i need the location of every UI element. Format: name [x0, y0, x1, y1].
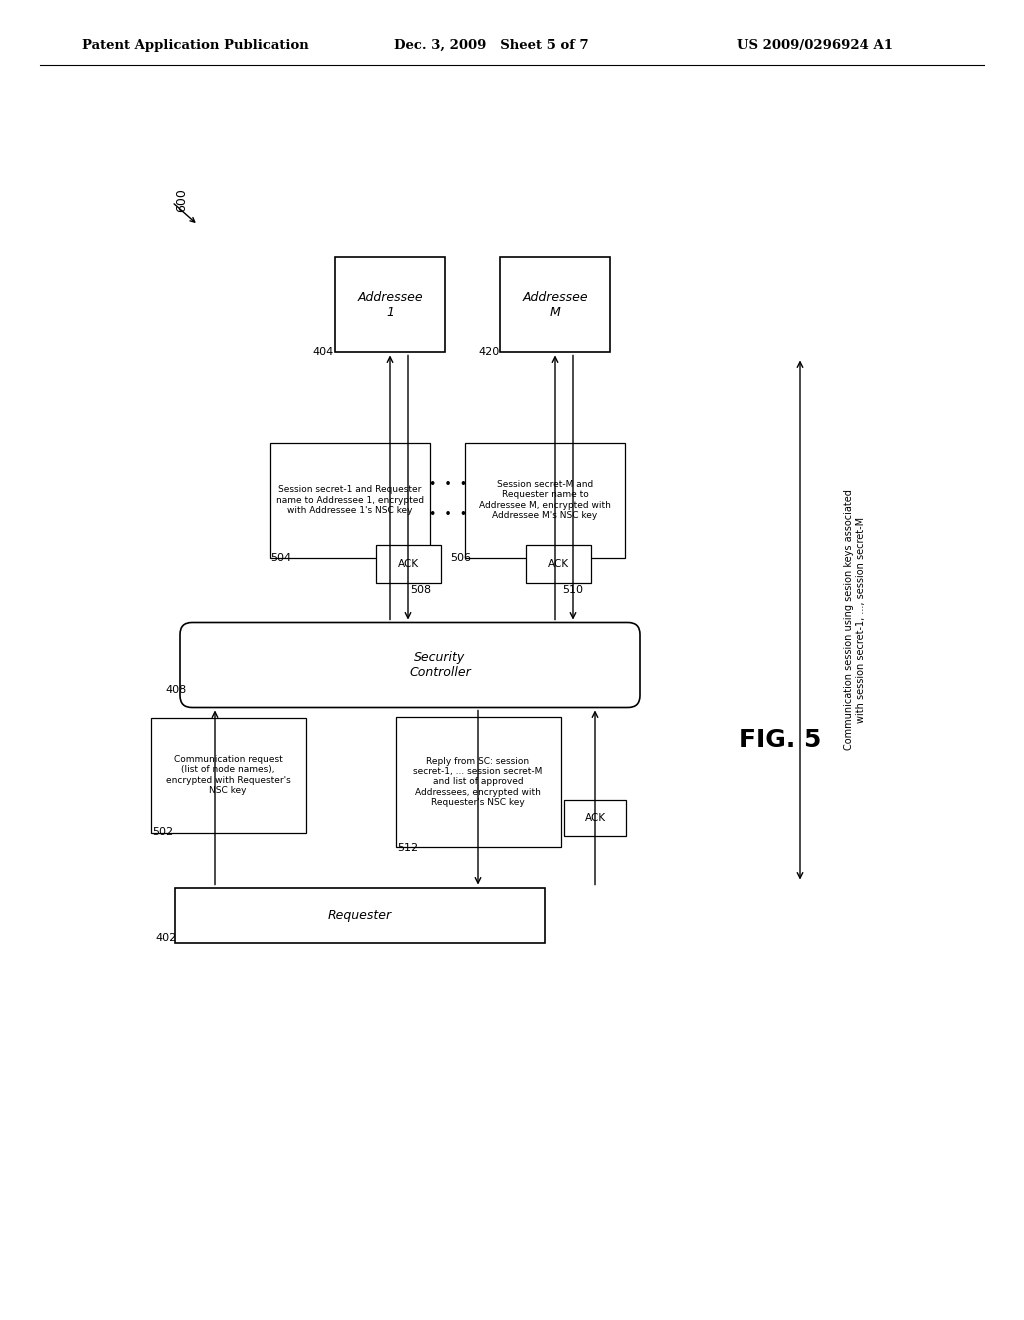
Text: Requester: Requester — [328, 908, 392, 921]
Bar — [525, 545, 591, 583]
Text: Dec. 3, 2009   Sheet 5 of 7: Dec. 3, 2009 Sheet 5 of 7 — [394, 38, 589, 51]
Bar — [465, 442, 625, 557]
Text: Patent Application Publication: Patent Application Publication — [82, 38, 308, 51]
Text: FIG. 5: FIG. 5 — [738, 729, 821, 752]
Bar — [395, 717, 560, 847]
Text: Addressee
M: Addressee M — [522, 290, 588, 319]
Text: 510: 510 — [562, 585, 583, 595]
Text: 504: 504 — [270, 553, 291, 564]
Text: 502: 502 — [152, 828, 173, 837]
Bar — [335, 257, 445, 352]
Bar — [376, 545, 440, 583]
Text: Session secret-M and
Requester name to
Addressee M, encrypted with
Addressee M's: Session secret-M and Requester name to A… — [479, 480, 611, 520]
Text: Addressee
1: Addressee 1 — [357, 290, 423, 319]
Bar — [270, 442, 430, 557]
Bar — [151, 718, 305, 833]
FancyBboxPatch shape — [180, 623, 640, 708]
Text: Communication request
(list of node names),
encrypted with Requester's
NSC key: Communication request (list of node name… — [166, 755, 291, 795]
Text: ACK: ACK — [397, 558, 419, 569]
Text: US 2009/0296924 A1: US 2009/0296924 A1 — [737, 38, 893, 51]
Text: •  •  •: • • • — [429, 479, 467, 491]
Text: Communication session using sesion keys associated
with session secret-1, ..., s: Communication session using sesion keys … — [844, 490, 866, 751]
Text: ACK: ACK — [585, 813, 605, 822]
Bar — [175, 887, 545, 942]
Text: 600: 600 — [175, 187, 188, 213]
Text: 404: 404 — [312, 347, 333, 356]
Bar — [564, 800, 626, 836]
Text: Reply from SC: session
secret-1, ... session secret-M
and list of approved
Addre: Reply from SC: session secret-1, ... ses… — [414, 756, 543, 808]
Text: Session secret-1 and Requester
name to Addressee 1, encrypted
with Addressee 1's: Session secret-1 and Requester name to A… — [275, 486, 424, 515]
Text: 402: 402 — [155, 933, 176, 942]
Text: •  •  •: • • • — [429, 508, 467, 521]
Text: 420: 420 — [478, 347, 500, 356]
Bar — [500, 257, 610, 352]
Text: 506: 506 — [450, 553, 471, 564]
Text: 508: 508 — [410, 585, 431, 595]
Text: Security
Controller: Security Controller — [410, 651, 471, 678]
Text: 408: 408 — [165, 685, 186, 696]
Text: ACK: ACK — [548, 558, 568, 569]
Text: 512: 512 — [397, 843, 418, 853]
